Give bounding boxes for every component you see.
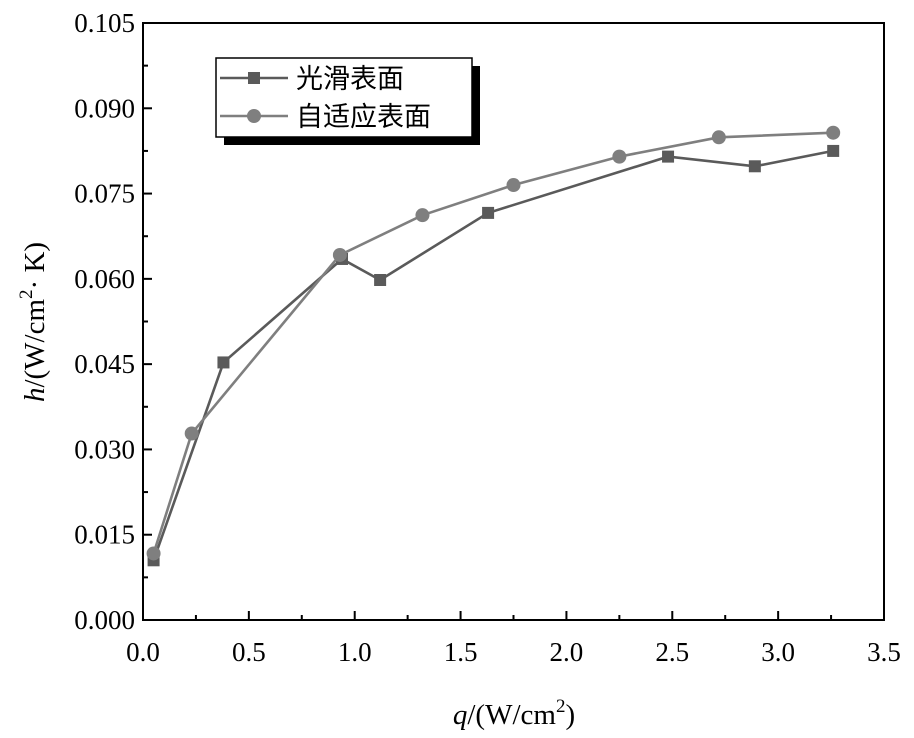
x-axis-title: q/(W/cm2) bbox=[453, 696, 575, 731]
x-axis-title-unit: /(W/cm bbox=[467, 699, 556, 731]
axis-ticks: 0.0 0.5 1.0 1.5 2.0 2.5 3.0 3.5 0.000 0.015 0.030 0… bbox=[74, 8, 901, 667]
x-tick-label: 0.5 bbox=[232, 637, 266, 667]
data-point-circle bbox=[506, 178, 521, 193]
y-tick-label: 0.000 bbox=[74, 605, 135, 635]
y-axis-title-sup: 2 bbox=[16, 289, 37, 299]
x-tick-label: 0.0 bbox=[126, 637, 160, 667]
legend-box bbox=[215, 57, 473, 138]
y-tick-label: 0.075 bbox=[74, 179, 135, 209]
legend-marker-square bbox=[248, 72, 260, 84]
data-point-square bbox=[662, 150, 675, 163]
y-tick-label: 0.045 bbox=[74, 349, 135, 379]
x-tick-label: 3.5 bbox=[867, 637, 901, 667]
x-tick-label: 1.5 bbox=[444, 637, 478, 667]
data-point-square bbox=[374, 273, 387, 286]
y-axis-title-var: h bbox=[19, 388, 51, 403]
series-line bbox=[152, 149, 834, 561]
x-axis-title-close: ) bbox=[565, 699, 575, 731]
data-point-circle bbox=[415, 208, 430, 223]
series-1 bbox=[147, 144, 840, 567]
y-axis-title-tail: · K) bbox=[19, 242, 51, 290]
x-tick-label: 2.5 bbox=[655, 637, 689, 667]
y-axis-title-unit: /(W/cm bbox=[19, 299, 51, 388]
y-tick-label: 0.105 bbox=[74, 8, 135, 38]
data-point-circle bbox=[146, 546, 161, 561]
data-point-circle bbox=[332, 247, 347, 262]
x-axis-title-var: q bbox=[453, 699, 468, 731]
data-point-square bbox=[748, 160, 761, 173]
series-2 bbox=[146, 125, 841, 561]
y-tick-label: 0.090 bbox=[74, 93, 135, 123]
x-axis-title-sup: 2 bbox=[556, 696, 566, 717]
data-point-square bbox=[827, 144, 840, 157]
y-axis-title: h/(W/cm2· K) bbox=[16, 242, 51, 402]
series-layer bbox=[146, 125, 841, 567]
x-tick-label: 2.0 bbox=[550, 637, 584, 667]
y-tick-label: 0.060 bbox=[74, 264, 135, 294]
y-tick-label: 0.030 bbox=[74, 434, 135, 464]
legend-label: 光滑表面 bbox=[296, 64, 404, 94]
data-point-square bbox=[217, 356, 230, 369]
legend-marker-circle bbox=[247, 109, 261, 123]
data-point-circle bbox=[826, 125, 841, 140]
legend-label: 自适应表面 bbox=[296, 102, 431, 132]
data-point-circle bbox=[184, 426, 199, 441]
y-tick-label: 0.015 bbox=[74, 520, 135, 550]
data-point-circle bbox=[612, 149, 627, 164]
series-line bbox=[152, 131, 834, 554]
data-point-circle bbox=[711, 130, 726, 145]
x-tick-label: 1.0 bbox=[338, 637, 372, 667]
data-point-square bbox=[482, 206, 495, 219]
x-tick-label: 3.0 bbox=[761, 637, 795, 667]
